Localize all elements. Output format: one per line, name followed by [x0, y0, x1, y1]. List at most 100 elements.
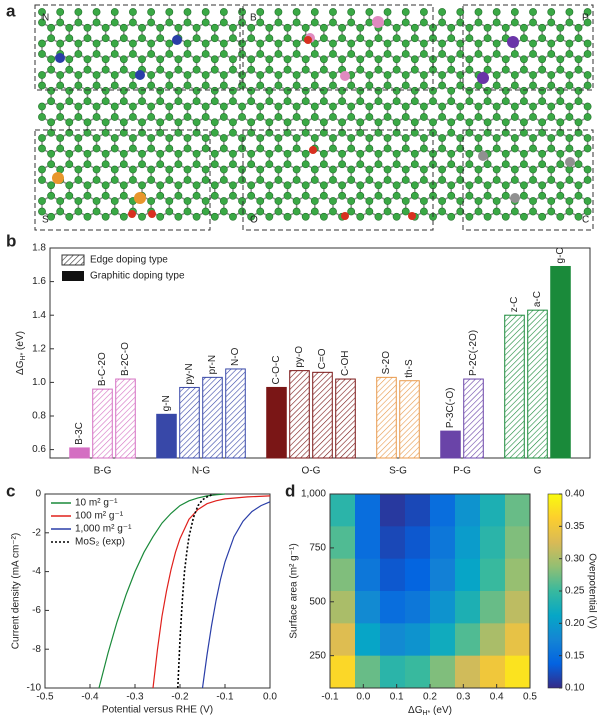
carbon-atom — [456, 50, 465, 58]
carbon-atom — [110, 50, 119, 58]
carbon-atom — [92, 134, 101, 142]
carbon-atom — [247, 34, 256, 43]
carbon-atom — [56, 18, 65, 27]
carbon-atom — [438, 165, 447, 174]
carbon-atom — [510, 18, 519, 27]
carbon-atom — [310, 71, 319, 79]
y-tick-label: -2 — [32, 527, 41, 538]
carbon-atom — [510, 144, 519, 153]
carbon-atom — [383, 50, 392, 58]
carbon-atom — [301, 149, 310, 158]
carbon-atom — [538, 181, 547, 190]
carbon-atom — [447, 34, 456, 43]
carbon-atom — [565, 39, 574, 48]
carbon-atom — [492, 102, 501, 111]
carbon-atom — [529, 81, 537, 90]
bar-label: N-O — [230, 347, 241, 366]
carbon-atom — [556, 86, 565, 95]
carbon-atom — [210, 65, 219, 74]
carbon-atom — [347, 134, 356, 142]
carbon-atom — [265, 97, 274, 106]
carbon-atom — [101, 149, 110, 158]
carbon-atom — [210, 212, 219, 221]
carbon-atom — [247, 149, 256, 158]
carbon-atom — [129, 144, 137, 153]
carbon-atom — [183, 197, 192, 205]
carbon-atom — [501, 149, 510, 158]
carbon-atom — [74, 144, 83, 153]
carbon-atom — [456, 176, 465, 184]
carbon-atom — [210, 149, 219, 158]
carbon-atom — [474, 113, 483, 121]
carbon-atom — [465, 65, 474, 74]
region-label: B — [250, 13, 257, 24]
carbon-atom — [265, 160, 274, 169]
carbon-atom — [383, 165, 392, 174]
carbon-atom — [147, 8, 156, 16]
carbon-atom — [283, 160, 292, 169]
colorbar-tick-label: 0.40 — [565, 489, 585, 500]
carbon-atom — [365, 165, 374, 174]
carbon-atom — [265, 128, 274, 137]
carbon-atom — [401, 134, 410, 142]
region-label: S — [42, 215, 49, 226]
carbon-atom — [510, 165, 519, 174]
carbon-atom — [283, 65, 292, 74]
bar — [179, 386, 200, 459]
carbon-atom — [138, 34, 146, 43]
y-tick-label: 250 — [309, 650, 326, 661]
carbon-atom — [292, 207, 301, 216]
bar-label: a-C — [532, 291, 543, 307]
y-tick-label: 1,000 — [301, 489, 326, 500]
carbon-atom — [492, 165, 501, 174]
carbon-atom — [83, 118, 92, 127]
axis-label-part: H* — [20, 352, 27, 360]
y-tick-label: 1.2 — [32, 343, 46, 354]
carbon-atom — [310, 134, 319, 142]
carbon-atom — [429, 97, 437, 106]
carbon-atom — [556, 65, 565, 74]
carbon-atom — [383, 134, 392, 142]
carbon-atom — [556, 191, 565, 200]
carbon-atom — [538, 118, 547, 127]
carbon-atom — [347, 207, 356, 216]
colorbar-tick-label: 0.20 — [565, 618, 585, 629]
carbon-atom — [492, 39, 501, 48]
colorbar-tick-label: 0.35 — [565, 521, 585, 532]
carbon-atom — [547, 207, 556, 216]
carbon-atom — [56, 81, 65, 90]
y-axis-label: Current density (mA cm⁻²) — [11, 533, 22, 649]
carbon-atom — [265, 65, 274, 74]
carbon-atom — [501, 86, 510, 95]
carbon-atom — [156, 128, 165, 137]
carbon-atom — [119, 128, 128, 137]
carbon-atom — [238, 102, 246, 111]
carbon-atom — [65, 149, 74, 158]
y-tick-label: 1.6 — [32, 276, 46, 287]
carbon-atom — [447, 212, 456, 221]
x-tick-label: 0.5 — [523, 692, 537, 703]
panel-label: d — [285, 481, 295, 500]
carbon-atom — [347, 39, 356, 48]
carbon-atom — [110, 102, 119, 111]
carbon-atom — [301, 128, 310, 137]
carbon-atom — [47, 149, 55, 158]
carbon-atom — [229, 149, 237, 158]
y-tick-label: 1.4 — [32, 310, 46, 321]
carbon-atom — [165, 71, 174, 79]
carbon-atom — [229, 212, 237, 221]
heat-cell — [330, 494, 356, 527]
carbon-atom — [465, 212, 474, 221]
heteroatoms — [52, 16, 575, 220]
legend-swatch — [62, 271, 84, 281]
carbon-atom — [219, 8, 228, 16]
carbon-atom — [183, 144, 192, 153]
bar-label: g-C — [555, 247, 566, 263]
carbon-atom — [565, 134, 574, 142]
carbon-atom — [583, 134, 592, 142]
carbon-atom — [301, 65, 310, 74]
carbon-atom — [147, 71, 156, 79]
carbon-atom — [219, 207, 228, 216]
carbon-atom — [583, 81, 592, 90]
carbon-atom — [392, 65, 401, 74]
